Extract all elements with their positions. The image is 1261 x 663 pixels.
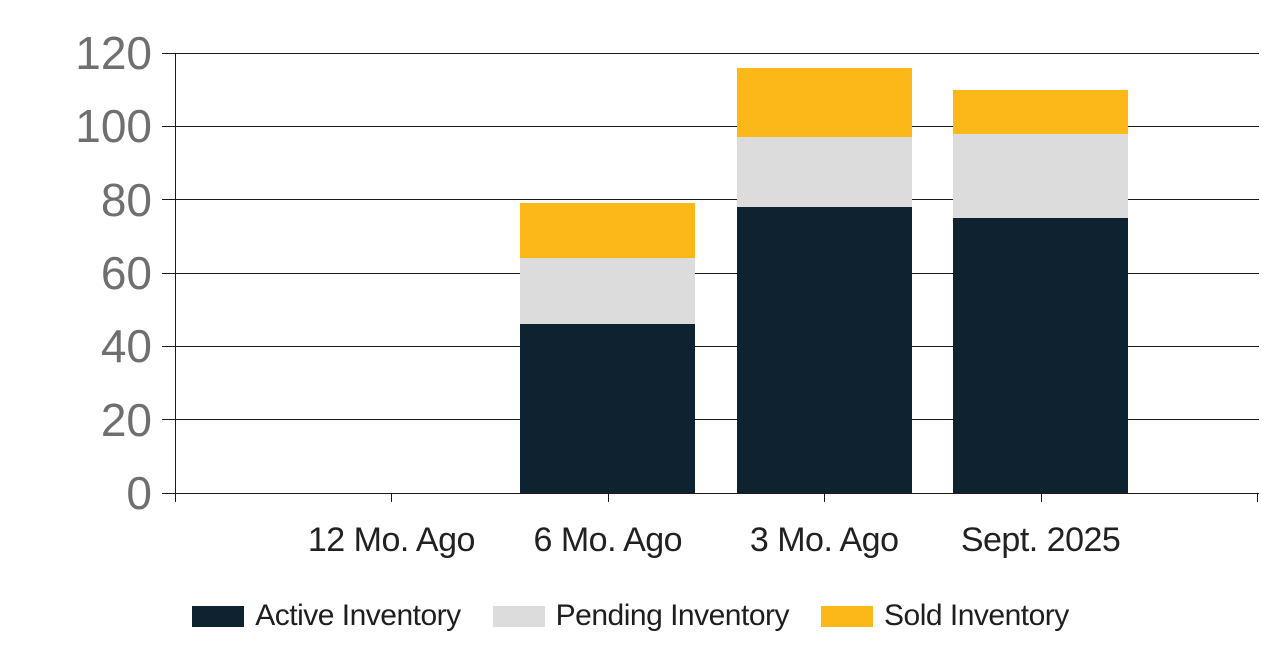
- x-axis-tick: [607, 494, 609, 502]
- gridline: [162, 52, 1259, 54]
- y-axis-tick-label: 120: [75, 27, 152, 79]
- bar-segment-sold-inventory: [736, 67, 912, 138]
- bar-segment-pending-inventory: [520, 258, 696, 325]
- y-axis-line: [175, 53, 176, 502]
- legend-item: Pending Inventory: [492, 598, 790, 634]
- gridline: [162, 199, 1259, 201]
- y-axis-tick-label: 60: [100, 247, 152, 299]
- x-axis-category-label: 3 Mo. Ago: [749, 521, 899, 559]
- legend-item: Active Inventory: [192, 598, 461, 634]
- bar-segment-active-inventory: [736, 207, 912, 493]
- y-axis-tick-label: 40: [100, 320, 152, 373]
- x-axis-tick: [1040, 494, 1042, 502]
- y-axis-tick-label: 0: [126, 467, 152, 519]
- bar-segment-sold-inventory: [520, 203, 696, 259]
- legend-swatch-icon: [821, 605, 873, 627]
- bar-segment-sold-inventory: [953, 89, 1129, 134]
- x-axis-category-label: 12 Mo. Ago: [307, 521, 476, 559]
- gridline: [162, 125, 1259, 127]
- legend-label: Sold Inventory: [884, 599, 1069, 632]
- gridline: [162, 492, 1259, 494]
- y-axis-tick-label: 20: [100, 393, 152, 446]
- gridline: [162, 419, 1259, 421]
- legend-item: Sold Inventory: [821, 598, 1069, 634]
- bar-segment-pending-inventory: [736, 137, 912, 207]
- y-axis-tick-label: 80: [100, 173, 152, 226]
- bar-segment-active-inventory: [953, 218, 1129, 493]
- x-axis-category-label: 6 Mo. Ago: [533, 521, 683, 559]
- x-axis-tick: [391, 494, 393, 502]
- x-axis-tick: [824, 494, 826, 502]
- chart-legend: Active Inventory Pending Inventory Sold In…: [0, 598, 1261, 634]
- x-axis-category-label: Sept. 2025: [960, 521, 1121, 559]
- gridline: [162, 345, 1259, 347]
- legend-label: Active Inventory: [255, 599, 461, 632]
- gridline: [162, 272, 1259, 274]
- bar-segment-active-inventory: [520, 324, 696, 493]
- x-axis-tick: [1257, 494, 1258, 502]
- y-axis-tick-label: 100: [75, 100, 152, 153]
- legend-swatch-icon: [192, 605, 245, 627]
- legend-label: Pending Inventory: [555, 599, 790, 632]
- legend-swatch-icon: [492, 605, 545, 627]
- bar-segment-pending-inventory: [953, 133, 1129, 218]
